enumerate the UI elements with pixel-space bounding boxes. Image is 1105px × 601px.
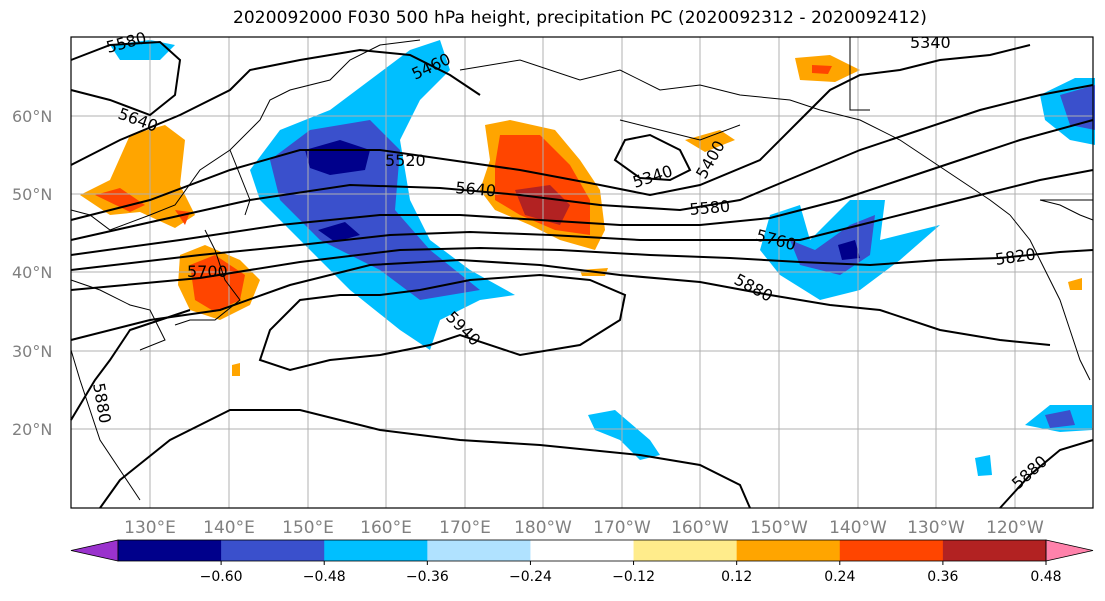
contour-label: 5940: [442, 307, 484, 349]
colorbar-swatch: [221, 540, 325, 561]
contour-line: [70, 48, 481, 166]
pos-precip-region: [1068, 278, 1082, 290]
contour-line: [70, 309, 191, 421]
colorbar-tick-label: 0.12: [721, 569, 752, 585]
pos-precip-region: [190, 255, 245, 312]
colorbar: −0.60 −0.48 −0.36 −0.24 −0.12 0.12 0.24 0.36 0.4…: [70, 539, 1094, 585]
contour-label: 5520: [385, 151, 426, 170]
lon-label: 160°W: [671, 518, 729, 538]
lon-label: 170°W: [593, 518, 651, 538]
contour-label: 5340: [910, 33, 951, 52]
pos-precip-region: [80, 125, 195, 228]
contour-line: [70, 119, 1094, 256]
colorbar-swatch: [633, 540, 738, 561]
lat-label: 20°N: [12, 420, 52, 439]
neg-precip-region: [975, 455, 992, 476]
lon-label: 160°E: [360, 518, 412, 538]
contour-label: 5880: [1008, 452, 1051, 493]
contour-line: [999, 439, 1094, 509]
contour-label: 5640: [455, 178, 497, 200]
colorbar-swatch: [839, 540, 944, 561]
lat-axis-labels: 60°N 50°N 40°N 30°N 20°N: [12, 107, 52, 439]
map-frame: [70, 36, 1094, 509]
contour-line: [70, 169, 1094, 271]
colorbar-swatch: [530, 540, 635, 561]
lon-label: 150°E: [282, 518, 334, 538]
contour-label: 5640: [116, 104, 161, 136]
map-title: 2020092000 F030 500 hPa height, precipit…: [232, 8, 928, 28]
colorbar-swatch: [736, 540, 841, 561]
contour-line: [70, 40, 182, 117]
colorbar-extend-high: [1045, 539, 1094, 562]
neg-precip-region: [588, 410, 660, 460]
pos-precip-region: [232, 363, 240, 376]
lon-label: 170°E: [439, 518, 491, 538]
colorbar-extend-low: [70, 539, 119, 562]
contour-line: [613, 133, 692, 182]
contour-line: [99, 409, 751, 509]
lat-label: 50°N: [12, 185, 52, 204]
lon-label: 130°W: [907, 518, 965, 538]
colorbar-tick-label: −0.60: [200, 569, 243, 585]
contour-label: 5580: [689, 197, 731, 219]
lon-label: 150°W: [750, 518, 808, 538]
neg-precip-region: [1060, 85, 1095, 130]
colorbar-tick-label: 0.36: [927, 569, 958, 585]
colorbar-tick-label: −0.36: [406, 569, 449, 585]
contour-line: [70, 84, 1094, 241]
contour-line: [70, 258, 1051, 346]
colorbar-tick-label: −0.48: [303, 569, 346, 585]
pos-precip-region: [685, 130, 735, 152]
lat-label: 30°N: [12, 342, 52, 361]
graticule: [71, 37, 1093, 508]
lon-label: 130°E: [124, 518, 176, 538]
lon-label: 120°W: [986, 518, 1044, 538]
contour-label: 5880: [731, 270, 776, 306]
contour-line: [70, 246, 1094, 291]
neg-precip-region: [305, 140, 370, 175]
neg-precip-region: [318, 222, 360, 242]
contour-label: 5340: [630, 161, 675, 192]
lon-label: 180°W: [514, 518, 572, 538]
colorbar-outline: [117, 539, 1047, 562]
contour-label: 5820: [994, 244, 1037, 268]
lon-axis-labels: 130°E 140°E 150°E 160°E 170°E 180°W 170°…: [124, 518, 1044, 538]
colorbar-swatch: [324, 540, 428, 561]
lon-label: 140°W: [829, 518, 887, 538]
contour-line: [70, 44, 1031, 221]
contour-line: [258, 273, 627, 372]
colorbar-swatch: [118, 540, 222, 561]
contour-label: 5700: [187, 262, 228, 281]
lon-label: 140°E: [203, 518, 255, 538]
height-contours: [70, 40, 1094, 509]
lat-label: 40°N: [12, 263, 52, 282]
colorbar-tick-label: 0.48: [1030, 569, 1061, 585]
neg-precip-region: [1045, 410, 1075, 428]
lat-label: 60°N: [12, 107, 52, 126]
colorbar-tick-label: −0.24: [509, 569, 552, 585]
colorbar-swatch: [942, 540, 1047, 561]
colorbar-tick-label: 0.24: [824, 569, 855, 585]
neg-precip-region: [790, 215, 875, 275]
neg-precip-region: [838, 240, 860, 260]
colorbar-tick-label: −0.12: [612, 569, 655, 585]
colorbar-swatch: [427, 540, 531, 561]
pos-precip-region: [812, 65, 832, 74]
